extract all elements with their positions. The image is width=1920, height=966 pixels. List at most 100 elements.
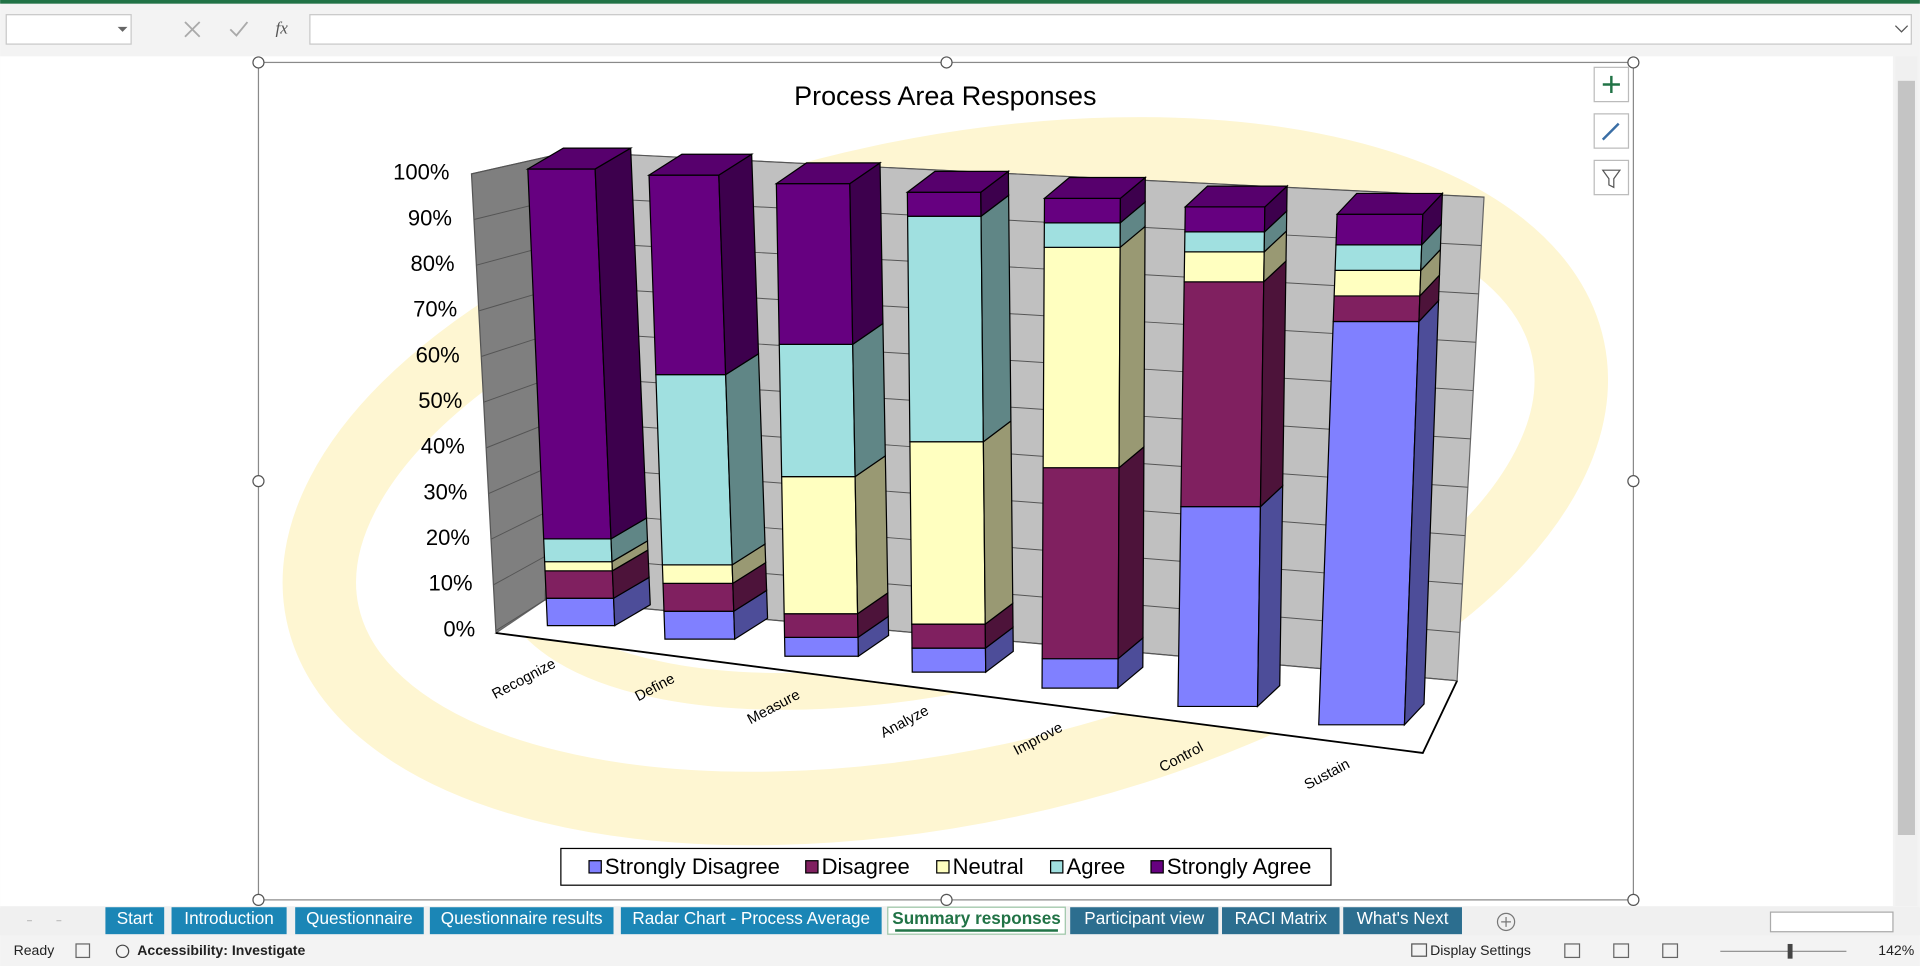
bar-segment-side [980, 194, 1012, 444]
bar-segment [911, 647, 987, 673]
bar-segment [1183, 251, 1265, 283]
accessibility-status[interactable]: Accessibility: Investigate [137, 942, 305, 958]
cancel-icon[interactable] [184, 21, 201, 38]
bar-segment [661, 564, 734, 585]
formula-input[interactable] [309, 14, 1912, 45]
sheet-tab-label[interactable]: Radar Chart - Process Average [632, 908, 870, 928]
handle[interactable] [1627, 475, 1640, 488]
page-break-view[interactable] [1662, 943, 1679, 959]
chart-area: Process Area Responses 0% 10% 20% 30% 40% 50%… [252, 56, 1640, 907]
bar-segment-side [982, 419, 1014, 626]
display-icon [1411, 943, 1428, 957]
bar-top [525, 147, 633, 170]
accessibility-icon [115, 944, 130, 959]
y-tick-label: 90% [408, 205, 452, 230]
y-tick-label: 40% [421, 434, 465, 459]
enter-icon[interactable] [229, 21, 249, 37]
handle[interactable] [940, 893, 953, 907]
bar-segment-side [1259, 259, 1287, 509]
handle[interactable] [940, 56, 953, 69]
ribbon-edge [0, 0, 1920, 4]
brush-icon [1601, 122, 1620, 141]
bar-segment [783, 613, 859, 638]
sheet-tab-label[interactable]: Questionnaire results [441, 908, 603, 928]
name-box[interactable] [5, 14, 132, 45]
sheet-tab-label[interactable]: Summary responses [892, 908, 1060, 928]
sheet-tab-label[interactable]: Start [117, 908, 153, 928]
sheet-tab[interactable] [105, 907, 165, 935]
h-scrollbar[interactable] [1769, 911, 1894, 933]
sheet-tab-label[interactable]: Questionnaire [306, 908, 413, 928]
bar-top [774, 162, 882, 185]
sheet-tab[interactable] [620, 907, 882, 935]
zoom-thumb[interactable] [1787, 943, 1793, 959]
bar-top [646, 153, 754, 176]
bar-top [1335, 192, 1444, 215]
handle[interactable] [252, 893, 265, 907]
bar-segment [544, 570, 615, 599]
chart-title: Process Area Responses [794, 81, 1096, 111]
legend-label: Neutral [953, 854, 1024, 879]
bar-top [1183, 185, 1289, 208]
bar-segment [1041, 467, 1120, 660]
v-scroll-thumb[interactable] [1897, 80, 1915, 835]
sheet-tab[interactable] [429, 907, 614, 935]
bar-segment [783, 636, 860, 657]
bar-segment [662, 582, 735, 612]
bar-segment [909, 441, 986, 625]
handle[interactable] [1627, 56, 1640, 69]
sheet-tab-label[interactable]: What's Next [1357, 908, 1449, 928]
sheet-tab[interactable] [1222, 907, 1340, 935]
bar-segment [1177, 506, 1262, 708]
bar-segment-side [1256, 484, 1284, 708]
chart-filters-button[interactable] [1593, 159, 1630, 196]
bar-segment [1180, 281, 1265, 508]
bar-segment [1183, 231, 1266, 253]
handle[interactable] [1627, 893, 1640, 907]
fx-icon[interactable]: fx [276, 18, 289, 37]
sheet-tab[interactable] [1070, 907, 1219, 935]
sheet-tab[interactable] [171, 907, 287, 935]
bar-segment-side [718, 153, 760, 376]
add-sheet-icon [1501, 917, 1511, 927]
legend-swatch [936, 860, 950, 874]
sheet-tab-label[interactable]: RACI Matrix [1235, 908, 1328, 928]
handle[interactable] [252, 56, 265, 69]
sheet-tab-label[interactable]: Participant view [1084, 908, 1205, 928]
sheet-tab[interactable] [1343, 907, 1462, 935]
sheet-tab-label[interactable]: Introduction [184, 908, 274, 928]
status-ready: Ready [14, 942, 55, 958]
legend-swatch [805, 860, 819, 874]
add-sheet[interactable] [1496, 912, 1516, 932]
zoom-level[interactable]: 142% [1878, 942, 1914, 958]
bar-segment [1334, 244, 1423, 272]
legend-swatch [588, 860, 602, 874]
handle[interactable] [252, 475, 265, 488]
bar-segment [1333, 269, 1422, 297]
display-settings[interactable]: Display Settings [1430, 942, 1531, 958]
normal-view[interactable] [1564, 943, 1581, 959]
status-bar [0, 936, 1920, 966]
bar-segment [1332, 295, 1421, 323]
y-tick-label: 0% [443, 616, 475, 641]
bar-segment [911, 623, 987, 649]
legend-label: Disagree [822, 854, 910, 879]
macro-icon[interactable] [75, 943, 91, 959]
formula-expand[interactable] [1894, 25, 1909, 33]
bar-segment [1335, 213, 1424, 246]
y-tick-label: 80% [411, 251, 455, 276]
sheet-tab[interactable] [295, 907, 424, 935]
bar-segment-side [849, 161, 884, 346]
bar-segment-side [852, 322, 886, 478]
y-tick-label: 10% [429, 571, 473, 596]
page-layout-view[interactable] [1613, 943, 1630, 959]
bar-segment [663, 610, 736, 640]
bar-segment [544, 561, 614, 572]
bar-segment [1043, 222, 1121, 248]
bar-segment [648, 174, 727, 376]
y-tick-label: 50% [418, 388, 462, 413]
plus-icon [1602, 75, 1620, 94]
bar-segment [543, 538, 613, 563]
bar-segment [1318, 320, 1420, 726]
